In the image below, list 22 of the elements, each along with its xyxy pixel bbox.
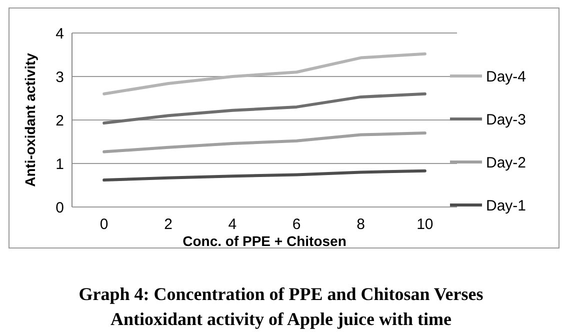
- x-tick-label: 2: [164, 216, 172, 233]
- x-tick-label: 6: [292, 216, 301, 233]
- line-series: [102, 132, 426, 154]
- x-tick-label: 10: [416, 216, 434, 233]
- text: Graph 4: Concentration of PPE and Chitosan Verses Antioxidant activity of Apple juice with time: [78, 284, 484, 329]
- line-series: [102, 169, 426, 182]
- line-series: [102, 92, 426, 125]
- x-tick-label: 0: [100, 216, 108, 233]
- legend-label: Day-3: [486, 111, 526, 128]
- y-tick-label: 2: [56, 112, 64, 130]
- x-axis-title: Conc. of PPE + Chitosen: [182, 233, 346, 249]
- y-tick-label: 3: [56, 68, 64, 86]
- y-tick-label: 0: [56, 199, 64, 216]
- x-tick-label: 4: [228, 216, 237, 233]
- legend-label: Day-4: [486, 68, 526, 86]
- legend-label: Day-2: [486, 154, 526, 172]
- y-axis-title: Anti-oxidant activity: [22, 52, 38, 187]
- y-tick-label: 1: [56, 156, 64, 173]
- legend-label: Day-1: [486, 197, 526, 214]
- y-tick-label: 4: [56, 25, 64, 42]
- line-series: [102, 52, 426, 96]
- x-tick-label: 8: [356, 216, 365, 233]
